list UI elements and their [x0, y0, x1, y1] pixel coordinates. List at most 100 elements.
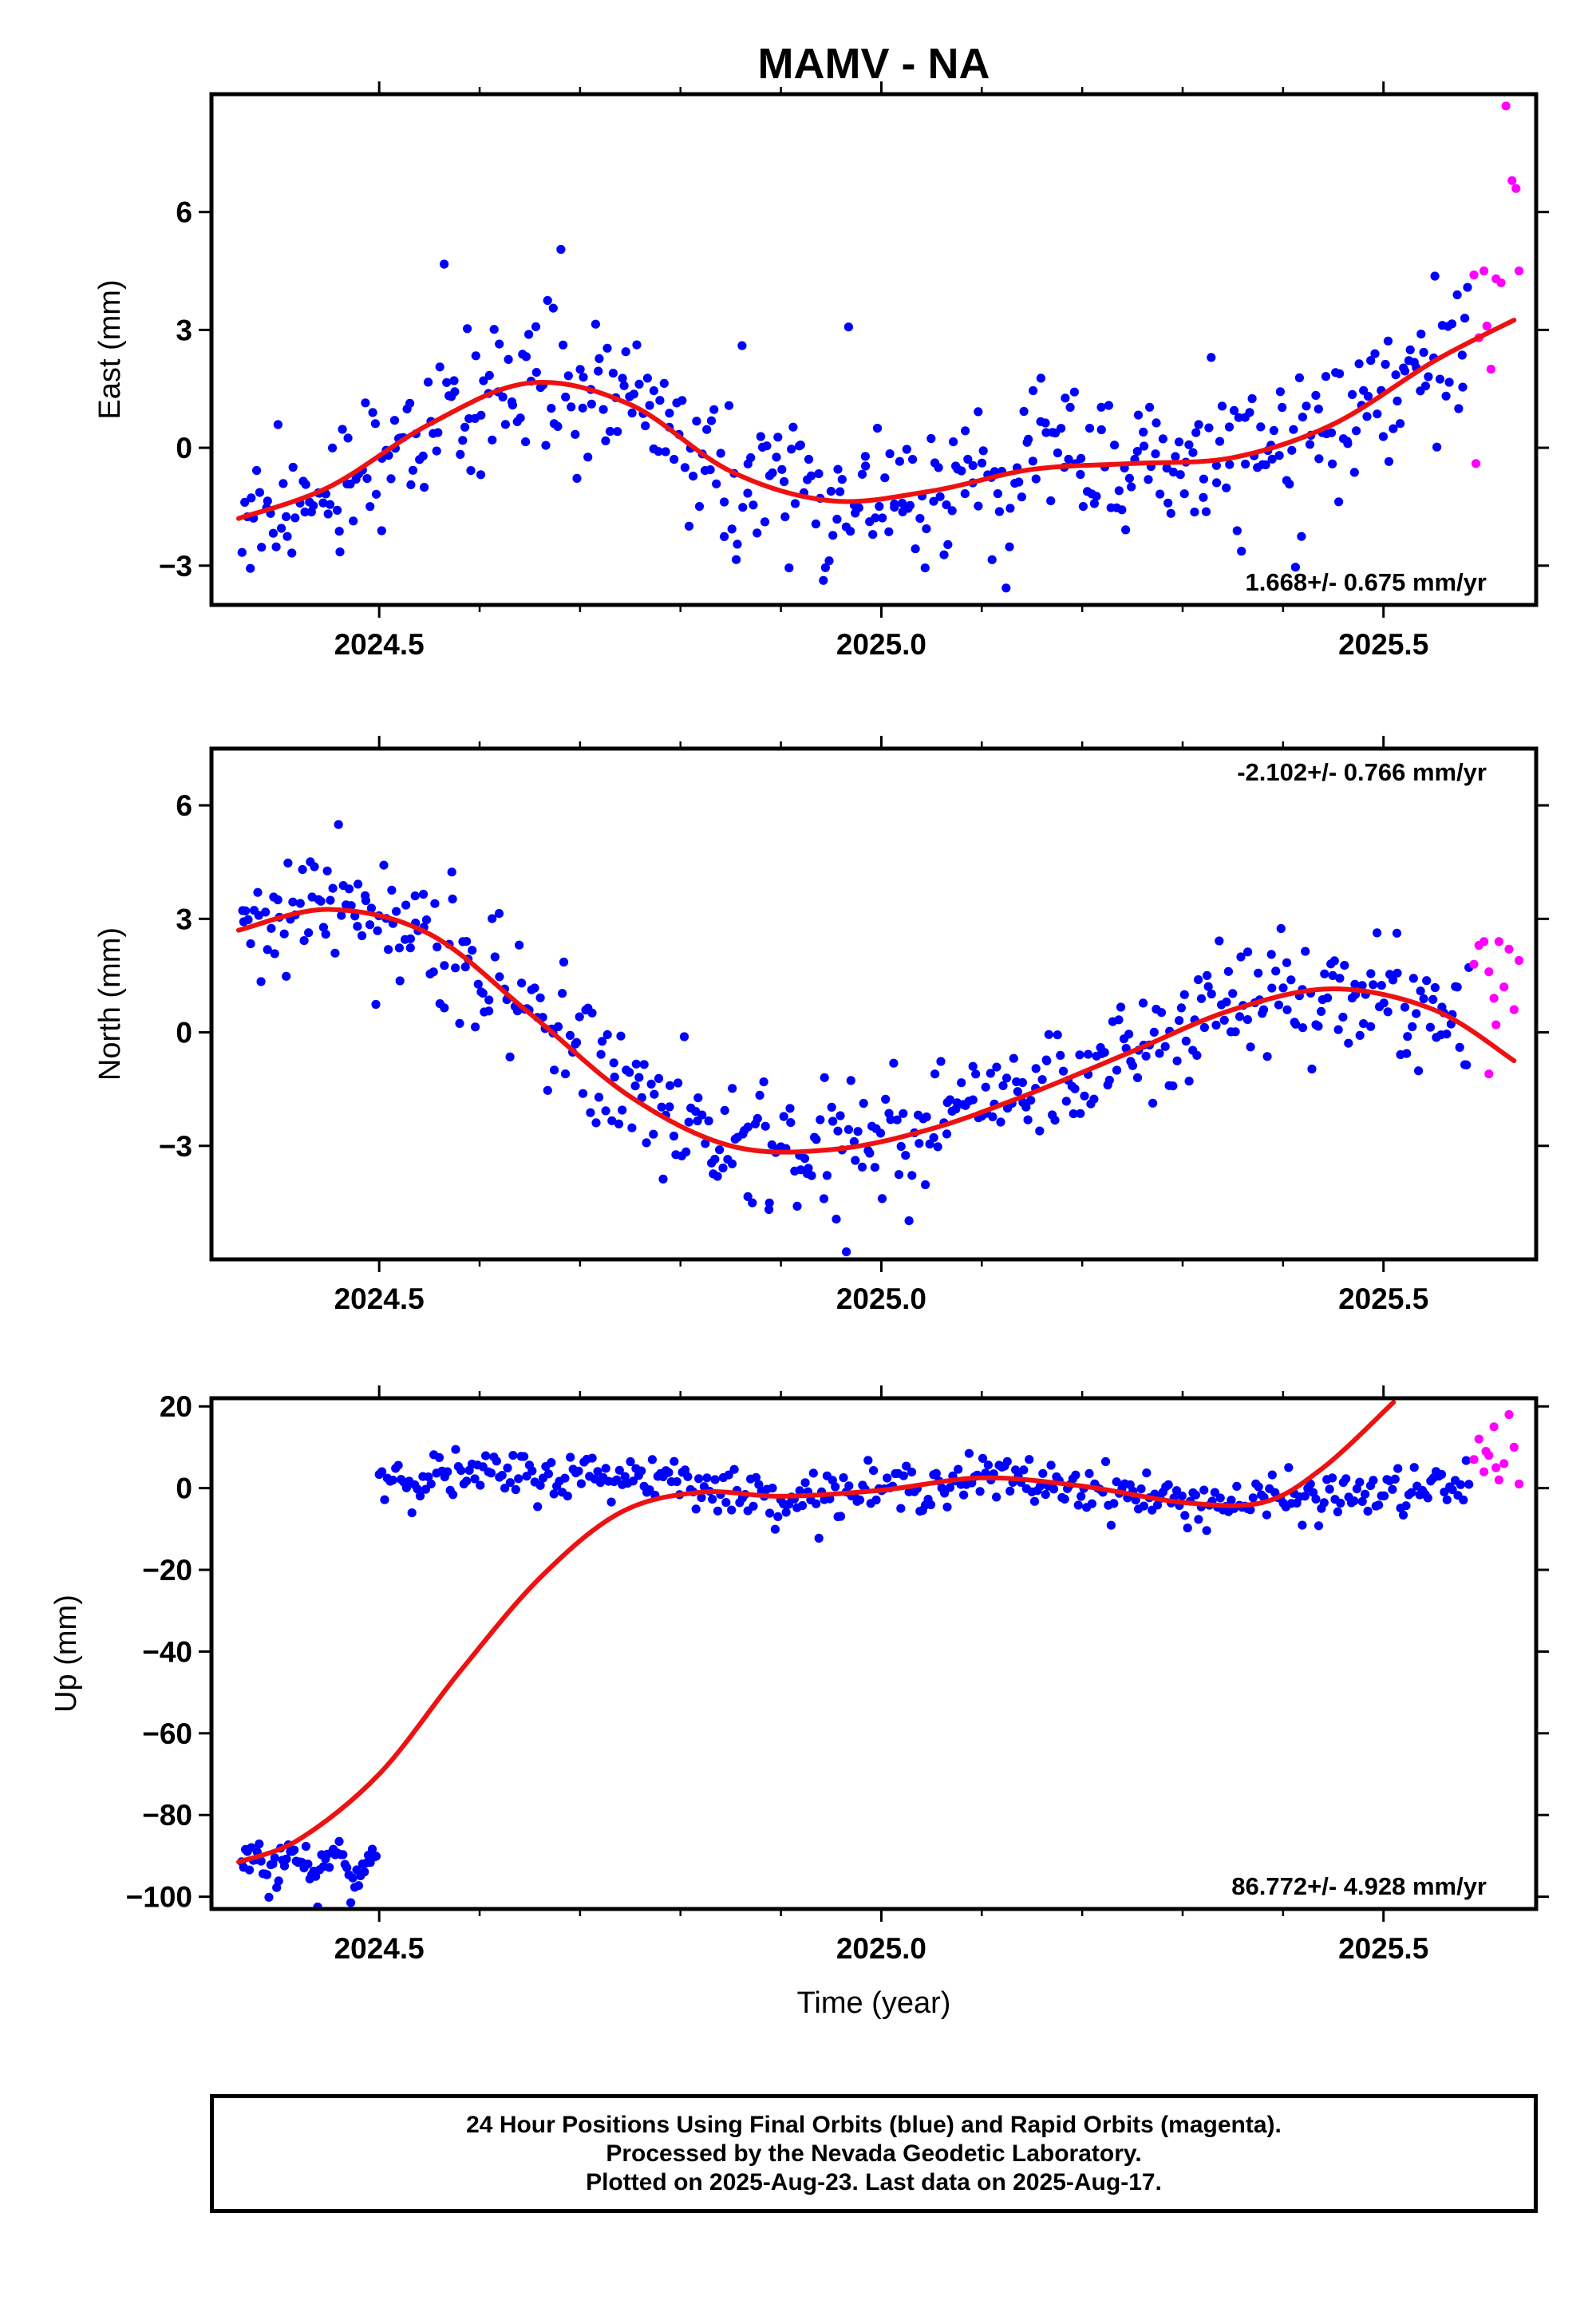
- final-orbit-point: [593, 1467, 602, 1476]
- final-orbit-point: [1329, 956, 1339, 966]
- final-orbit-point: [373, 926, 382, 935]
- final-orbit-point: [1037, 1075, 1047, 1085]
- final-orbit-point: [476, 410, 486, 420]
- final-orbit-point: [930, 1069, 940, 1079]
- final-orbit-point: [844, 1481, 854, 1491]
- final-orbit-point: [1060, 1494, 1069, 1504]
- final-orbit-point: [895, 456, 904, 466]
- final-orbit-point: [288, 462, 298, 472]
- final-orbit-point: [1448, 1485, 1457, 1495]
- final-orbit-point: [998, 1081, 1008, 1090]
- final-orbit-point: [886, 1115, 895, 1124]
- final-orbit-point: [247, 493, 256, 503]
- final-orbit-point: [749, 500, 758, 510]
- final-orbit-point: [1284, 1463, 1294, 1472]
- final-orbit-point: [1041, 428, 1051, 437]
- final-orbit-point: [925, 1139, 934, 1149]
- final-orbit-point: [386, 474, 396, 484]
- final-orbit-point: [865, 1148, 875, 1158]
- final-orbit-point: [942, 1129, 952, 1139]
- velocity-annotation: -2.102+/- 0.766 mm/yr: [1237, 758, 1487, 786]
- final-orbit-point: [842, 1247, 851, 1257]
- final-orbit-point: [1026, 1096, 1036, 1105]
- final-orbit-point: [586, 1108, 595, 1117]
- final-orbit-point: [627, 408, 637, 418]
- rapid-orbit-point: [1486, 365, 1495, 374]
- final-orbit-point: [1389, 975, 1398, 985]
- final-orbit-point: [727, 1505, 737, 1515]
- final-orbit-point: [1087, 1499, 1096, 1508]
- final-orbit-point: [1355, 1477, 1365, 1487]
- final-orbit-point: [471, 1022, 480, 1032]
- rapid-orbit-point: [1504, 1409, 1514, 1420]
- final-orbit-point: [1289, 425, 1298, 434]
- final-orbit-point: [647, 1455, 658, 1464]
- y-tick-label: −100: [126, 1881, 192, 1914]
- model-fit-curve: [236, 1400, 1396, 1865]
- final-orbit-point: [1383, 1007, 1393, 1017]
- y-tick-label: 0: [176, 1472, 192, 1505]
- final-orbit-point: [679, 1032, 689, 1041]
- final-orbit-point: [560, 1069, 571, 1079]
- final-orbit-point: [1140, 441, 1149, 451]
- final-orbit-point: [1416, 330, 1426, 339]
- plot-area-north: [236, 820, 1524, 1257]
- final-orbit-point: [1201, 507, 1211, 516]
- final-orbit-point: [828, 531, 838, 540]
- final-orbit-point: [720, 532, 729, 542]
- final-orbit-point: [1402, 1049, 1412, 1058]
- final-orbit-point: [860, 452, 870, 461]
- final-orbit-point: [733, 539, 742, 549]
- final-orbit-point: [1188, 448, 1198, 457]
- final-orbit-point: [328, 443, 338, 453]
- final-orbit-point: [1350, 979, 1360, 989]
- final-orbit-point: [571, 429, 580, 439]
- final-orbit-point: [1184, 1077, 1194, 1086]
- final-orbit-point: [602, 343, 612, 353]
- final-orbit-point: [1326, 428, 1337, 437]
- final-orbit-point: [1080, 1091, 1089, 1101]
- final-orbit-point: [626, 1456, 635, 1467]
- final-orbit-point: [824, 556, 834, 566]
- final-orbit-point: [669, 1131, 679, 1141]
- final-orbit-point: [1050, 1116, 1060, 1125]
- final-orbit-point: [796, 441, 805, 450]
- final-orbit-point: [395, 976, 405, 986]
- final-orbit-point: [674, 1078, 683, 1088]
- final-orbit-point: [371, 489, 381, 499]
- final-orbit-point: [1166, 508, 1175, 518]
- final-orbit-point: [515, 940, 524, 950]
- y-tick-label: 3: [176, 314, 192, 346]
- final-orbit-point: [559, 340, 568, 350]
- final-orbit-point: [684, 1117, 693, 1127]
- final-orbit-point: [1231, 1027, 1240, 1037]
- final-orbit-point: [1314, 404, 1323, 414]
- final-orbit-point: [1075, 1050, 1084, 1060]
- final-orbit-point: [334, 820, 343, 829]
- final-orbit-point: [1176, 1003, 1186, 1013]
- final-orbit-point: [1219, 1015, 1229, 1025]
- final-orbit-point: [498, 392, 508, 402]
- final-orbit-point: [547, 1458, 556, 1468]
- final-orbit-point: [1190, 508, 1199, 517]
- final-orbit-point: [282, 512, 291, 522]
- final-orbit-point: [857, 1162, 867, 1172]
- final-orbit-point: [665, 409, 674, 418]
- final-orbit-point: [334, 527, 344, 536]
- final-orbit-point: [605, 426, 615, 437]
- final-orbit-point: [885, 449, 895, 459]
- final-orbit-point: [625, 1068, 634, 1077]
- final-orbit-point: [263, 496, 272, 506]
- final-orbit-point: [787, 445, 796, 454]
- model-fit-curve: [236, 907, 1517, 1155]
- final-orbit-point: [1152, 418, 1161, 428]
- final-orbit-point: [1317, 1006, 1326, 1016]
- final-orbit-point: [267, 923, 276, 933]
- final-orbit-point: [832, 1215, 841, 1224]
- final-orbit-point: [1428, 994, 1438, 1004]
- final-orbit-point: [497, 1471, 507, 1480]
- final-orbit-point: [1424, 372, 1433, 381]
- final-orbit-point: [368, 408, 377, 417]
- final-orbit-point: [822, 1171, 832, 1180]
- final-orbit-point: [1454, 404, 1464, 413]
